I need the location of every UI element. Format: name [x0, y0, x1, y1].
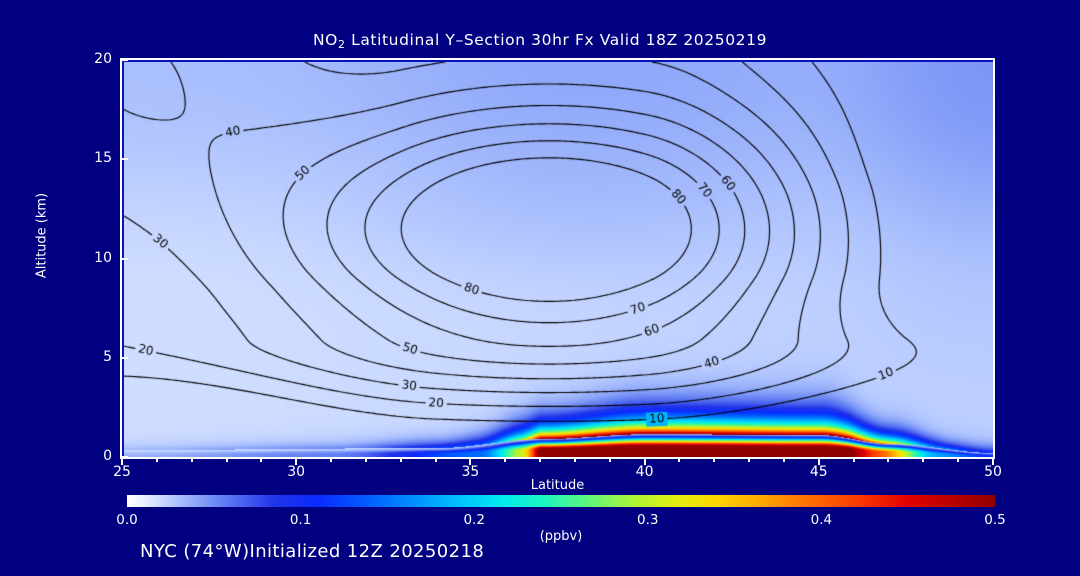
x-tick-mark-minor [573, 457, 576, 462]
x-tick-mark-minor [957, 457, 960, 462]
title-prefix: NO [312, 31, 338, 49]
x-axis-label: Latitude [530, 478, 585, 493]
plot-area [120, 58, 995, 459]
x-tick-mark-minor [225, 457, 228, 462]
x-tick-mark-minor [852, 457, 855, 462]
colorbar [127, 495, 995, 507]
x-tick-label: 45 [809, 464, 828, 480]
x-tick-mark-minor [887, 457, 890, 462]
x-tick-mark-minor [608, 457, 611, 462]
footer-caption: NYC (74°W)Initialized 12Z 20250218 [140, 541, 485, 562]
x-tick-mark-minor [678, 457, 681, 462]
y-tick-mark [120, 356, 128, 359]
y-tick-label: 10 [94, 249, 112, 266]
x-tick-mark-major [643, 457, 646, 465]
colorbar-tick-label: 0.0 [116, 512, 138, 528]
x-tick-mark-minor [434, 457, 437, 462]
y-tick-mark [120, 158, 128, 161]
y-tick-label: 20 [94, 51, 112, 67]
y-tick-mark [120, 59, 128, 61]
x-tick-mark-major [295, 457, 298, 465]
colorbar-tick-label: 0.3 [637, 512, 659, 528]
x-tick-mark-minor [190, 457, 193, 462]
x-tick-mark-minor [922, 457, 925, 462]
chart-title: NO2 Latitudinal Y–Section 30hr Fx Valid … [0, 31, 1080, 51]
x-tick-mark-major [817, 457, 820, 465]
colorbar-tick-label: 0.4 [810, 512, 833, 528]
y-tick-label: 0 [103, 448, 112, 464]
title-rest: Latitudinal Y–Section 30hr Fx Valid 18Z … [345, 31, 768, 49]
y-tick-mark [120, 456, 128, 458]
colorbar-gradient [127, 495, 995, 507]
x-tick-label: 50 [984, 464, 1002, 480]
x-tick-mark-minor [539, 457, 542, 462]
x-tick-mark-major [992, 457, 994, 465]
colorbar-tick-label: 0.1 [289, 512, 312, 528]
x-tick-mark-minor [330, 457, 333, 462]
x-tick-mark-minor [748, 457, 751, 462]
title-subscript: 2 [337, 38, 346, 51]
y-axis-label: Altitude (km) [34, 192, 50, 279]
x-tick-mark-major [469, 457, 472, 465]
x-tick-label: 40 [635, 464, 654, 480]
x-tick-mark-major [121, 457, 123, 465]
y-tick-mark [120, 257, 128, 260]
x-tick-mark-minor [782, 457, 785, 462]
x-tick-mark-minor [260, 457, 263, 462]
x-tick-mark-minor [155, 457, 158, 462]
x-tick-mark-minor [364, 457, 367, 462]
x-tick-label: 25 [113, 464, 131, 480]
colorbar-tick-label: 0.2 [463, 512, 485, 528]
colorbar-tick-label: 0.5 [984, 512, 1006, 528]
x-tick-mark-minor [399, 457, 402, 462]
x-tick-label: 35 [461, 464, 480, 480]
y-tick-label: 5 [103, 348, 112, 365]
x-tick-mark-minor [713, 457, 716, 462]
colorbar-unit-label: (ppbv) [539, 529, 583, 544]
x-tick-label: 30 [287, 464, 306, 480]
y-tick-label: 15 [94, 150, 112, 167]
x-tick-mark-minor [504, 457, 507, 462]
contour-field-canvas [124, 62, 993, 457]
